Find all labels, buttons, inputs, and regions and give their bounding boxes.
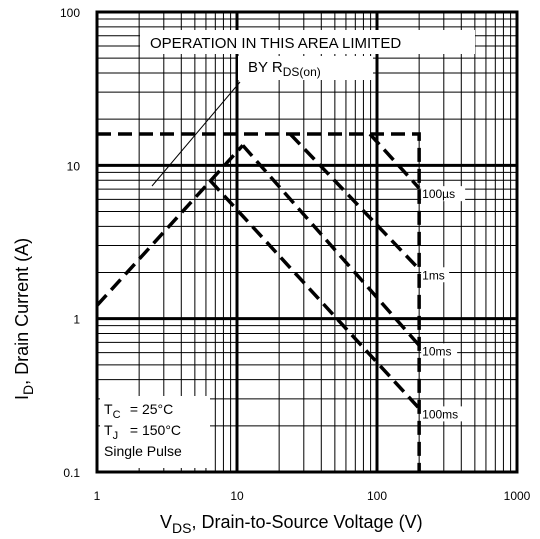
y-tick-label: 100 [60,6,80,20]
y-axis-label: ID, Drain Current (A) [12,238,36,400]
series-label: 10ms [422,344,451,358]
plot-border [95,10,519,474]
annotation-text: BY R [248,59,283,76]
x-axis-label: VDS, Drain-to-Source Voltage (V) [160,512,423,536]
condition: TJ = 150°C [104,422,181,442]
soa-line [241,144,421,347]
soa-line [97,132,421,472]
annotation-bg [140,30,475,54]
condition-main: Single Pulse [104,443,182,459]
y-label-main: I [12,395,32,400]
condition: TC = 25°C [104,401,173,421]
series-label-bg [421,343,458,359]
condition: Single Pulse [104,443,182,459]
series-label: 1ms [422,268,445,282]
series-label-bg [421,267,450,283]
annotation: BY RDS(on) [248,59,321,79]
series-label: 100ms [422,407,458,421]
condition-rest: = 25°C [126,401,173,417]
soa-line [288,132,421,271]
x-label-main: V [160,512,172,532]
annotation: OPERATION IN THIS AREA LIMITED [150,35,401,52]
x-label-rest: , Drain-to-Source Voltage (V) [191,512,422,532]
x-label-sub: DS [172,520,191,536]
soa-line [368,132,421,190]
x-tick-label: 1 [94,489,101,503]
condition-main: T [104,422,113,438]
annotation-sub: DS(on) [283,65,321,79]
y-tick-label: 10 [67,159,81,173]
y-label-rest: , Drain Current (A) [12,238,32,385]
annotation-bg [238,56,373,80]
soa-line [208,179,421,410]
y-tick-label: 0.1 [63,466,80,480]
condition-main: T [104,401,113,417]
x-tick-label: 100 [367,489,387,503]
series-label-bg [421,406,466,422]
series-label: 100µs [422,187,455,201]
conditions-bg [100,396,210,468]
x-tick-label: 1000 [504,489,531,503]
y-label-sub: D [20,385,36,395]
series-label-bg [421,186,466,202]
condition-sub: C [113,409,121,421]
y-tick-label: 1 [73,313,80,327]
condition-sub: J [113,430,119,442]
soa-line [95,144,245,307]
x-tick-label: 10 [230,489,244,503]
condition-rest: = 150°C [126,422,181,438]
annotation-pointer [151,81,241,187]
